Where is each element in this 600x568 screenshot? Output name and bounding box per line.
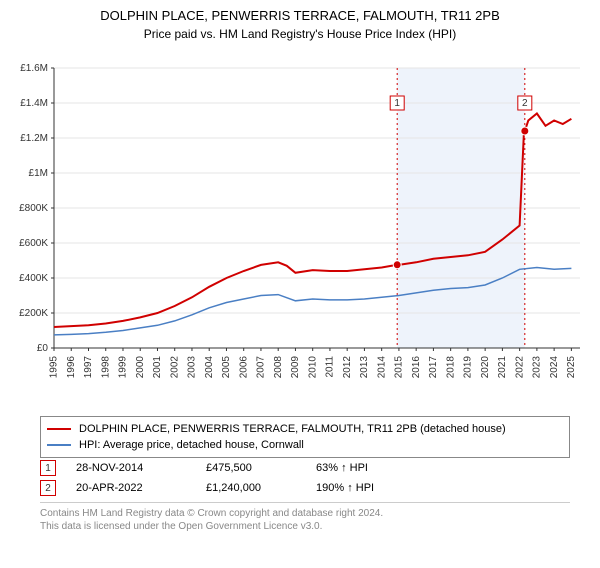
footer-attribution: Contains HM Land Registry data © Crown c… [40,502,570,533]
legend-swatch [47,428,71,430]
svg-text:2018: 2018 [445,356,456,379]
svg-text:£0: £0 [37,343,49,354]
svg-text:£1M: £1M [29,168,48,179]
svg-text:2003: 2003 [187,356,198,379]
svg-text:1: 1 [394,98,400,109]
sale-marker-number: 2 [40,480,56,496]
svg-text:2000: 2000 [135,356,146,379]
legend-item: DOLPHIN PLACE, PENWERRIS TERRACE, FALMOU… [47,421,563,437]
chart-subtitle: Price paid vs. HM Land Registry's House … [0,27,600,41]
sale-marker-row: 2 20-APR-2022£1,240,000190% ↑ HPI [40,478,570,498]
svg-text:2004: 2004 [204,356,215,379]
legend-label: DOLPHIN PLACE, PENWERRIS TERRACE, FALMOU… [79,423,506,435]
footer-line-2: This data is licensed under the Open Gov… [40,520,570,533]
svg-text:2007: 2007 [256,356,267,379]
chart-title: DOLPHIN PLACE, PENWERRIS TERRACE, FALMOU… [0,8,600,25]
svg-text:2: 2 [522,98,528,109]
svg-text:£200K: £200K [19,308,48,319]
sale-marker-hpi: 190% ↑ HPI [316,482,374,494]
legend-item: HPI: Average price, detached house, Corn… [47,437,563,453]
svg-text:2006: 2006 [238,356,249,379]
svg-text:2019: 2019 [463,356,474,379]
svg-text:2022: 2022 [514,356,525,379]
legend-label: HPI: Average price, detached house, Corn… [79,439,304,451]
svg-text:2020: 2020 [480,356,491,379]
svg-text:2011: 2011 [325,356,336,378]
svg-text:£1.2M: £1.2M [20,133,48,144]
sale-marker-price: £475,500 [206,462,316,474]
legend-swatch [47,444,71,446]
chart-container: DOLPHIN PLACE, PENWERRIS TERRACE, FALMOU… [0,8,600,568]
svg-text:1995: 1995 [49,356,60,379]
svg-text:1999: 1999 [118,356,129,379]
svg-text:2015: 2015 [394,356,405,379]
sale-marker-hpi: 63% ↑ HPI [316,462,368,474]
sale-markers-table: 1 28-NOV-2014£475,50063% ↑ HPI 2 20-APR-202… [40,458,570,498]
chart-plot-area: £0 £200K £400K £600K £800K £1M £1.2M £1.4M £1.6M… [0,58,600,408]
footer-line-1: Contains HM Land Registry data © Crown c… [40,507,570,520]
svg-text:2023: 2023 [532,356,543,379]
svg-text:1997: 1997 [83,356,94,379]
svg-text:2025: 2025 [566,356,577,379]
sale-marker-date: 28-NOV-2014 [76,462,206,474]
svg-text:2024: 2024 [549,356,560,379]
svg-text:1998: 1998 [100,356,111,379]
legend: DOLPHIN PLACE, PENWERRIS TERRACE, FALMOU… [40,416,570,458]
svg-text:£600K: £600K [19,238,48,249]
svg-text:2021: 2021 [497,356,508,379]
svg-text:2014: 2014 [376,356,387,379]
svg-text:£800K: £800K [19,203,48,214]
svg-text:2008: 2008 [273,356,284,379]
svg-text:£1.6M: £1.6M [20,63,48,74]
svg-text:2002: 2002 [169,356,180,379]
svg-text:£1.4M: £1.4M [20,98,48,109]
sale-marker-number: 1 [40,460,56,476]
svg-text:2016: 2016 [411,356,422,379]
sale-marker-date: 20-APR-2022 [76,482,206,494]
sale-marker-price: £1,240,000 [206,482,316,494]
svg-text:2017: 2017 [428,356,439,379]
svg-text:2009: 2009 [290,356,301,379]
sale-marker-row: 1 28-NOV-2014£475,50063% ↑ HPI [40,458,570,478]
svg-text:£400K: £400K [19,273,48,284]
svg-text:2010: 2010 [307,356,318,379]
svg-text:2012: 2012 [342,356,353,379]
svg-text:2001: 2001 [152,356,163,379]
svg-text:1996: 1996 [66,356,77,379]
svg-text:2005: 2005 [221,356,232,379]
svg-text:2013: 2013 [359,356,370,379]
